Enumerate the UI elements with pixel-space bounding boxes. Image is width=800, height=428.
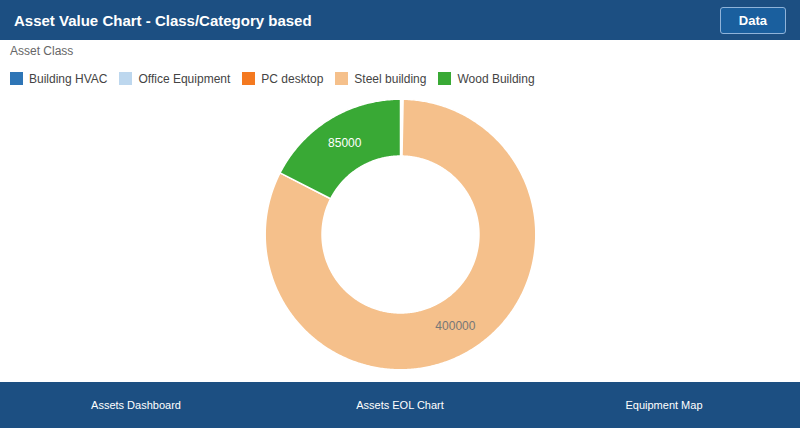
html-text:Asset Value Chart - Class/Cate: Asset Value Chart - Class/Category based	[14, 11, 312, 29]
html-text:Asset Class: Asset Class	[10, 44, 74, 58]
html-text:Wood Building: Wood Building	[457, 71, 535, 86]
html-text:PC desktop: PC desktop	[261, 71, 324, 86]
html-text:Assets Dashboard: Assets Dashboard	[91, 399, 181, 411]
html-text:Equipment Map: Equipment Map	[625, 399, 703, 411]
svg-text:85000: 85000	[328, 136, 362, 150]
html-text:Assets EOL Chart: Assets EOL Chart	[356, 399, 444, 411]
html-text:Steel building: Steel building	[354, 71, 427, 86]
html-text:Data: Data	[738, 12, 767, 28]
svg-text:400000: 400000	[435, 319, 475, 333]
html-text:Building HVAC: Building HVAC	[29, 71, 108, 86]
html-text:Office Equipment: Office Equipment	[138, 71, 231, 86]
